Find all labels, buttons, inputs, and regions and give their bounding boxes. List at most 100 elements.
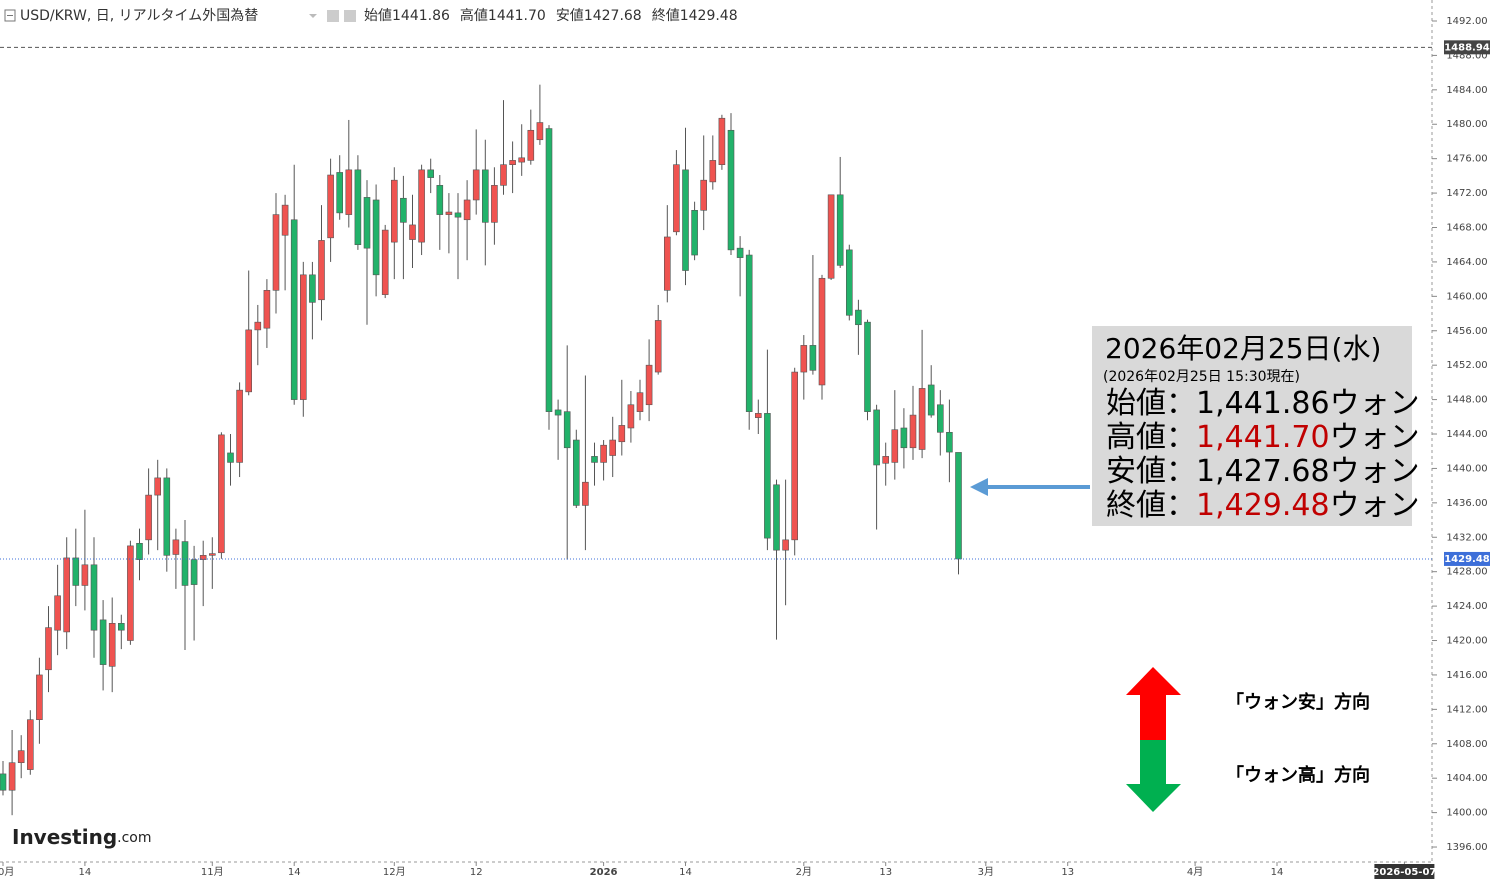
info-box [1092,326,1412,526]
y-tick-label: 1492.00 [1446,16,1487,27]
price-label: 1488.94 [1444,42,1490,53]
info-note: (2026年02月25日 15:30現在) [1103,369,1300,385]
info-value: 1,427.68 [1196,454,1330,489]
candle-body [855,309,862,326]
candle-body [609,439,617,456]
ohlc-value: 1427.68 [584,8,642,24]
candle-body [736,247,744,258]
candle-body [481,169,489,223]
x-tick-label: 14 [79,867,92,878]
x-tick-label: 12月 [383,866,406,878]
candle-body [26,719,34,770]
candle-body [63,557,71,633]
x-tick-label: 13 [1061,867,1074,878]
x-tick-label: 14 [1271,867,1284,878]
candle-body [409,224,416,240]
candle-body [36,674,43,720]
candle-body [891,429,899,463]
price-label-bg [1444,551,1490,566]
y-tick-label: 1416.00 [1446,670,1487,681]
candle-body [827,194,835,279]
y-tick-label: 1408.00 [1446,739,1487,750]
y-tick-label: 1464.00 [1446,257,1487,268]
candle-body [845,249,853,316]
candle-body [181,541,189,586]
candle-body [946,431,953,453]
candle-body [281,204,289,236]
candle-body [299,274,307,400]
candle-body [563,411,571,449]
x-tick-label: 13 [879,867,892,878]
y-tick-label: 1428.00 [1446,567,1487,578]
candle-body [536,122,544,141]
y-tick-label: 1468.00 [1446,223,1487,234]
y-tick-label: 1448.00 [1446,395,1487,406]
x-tick-label: 14 [679,867,692,878]
logo: Investing.com [12,825,152,849]
info-date: 2026年02月25日(水) [1105,332,1381,365]
collapse-icon[interactable] [4,9,16,22]
price-label-bg [1444,40,1490,55]
x-tick-label: 2月 [796,866,812,878]
candle-body [754,413,762,418]
candle-body [45,627,52,671]
candle-body [236,389,243,463]
y-tick-label: 1400.00 [1446,808,1487,819]
y-tick-label: 1476.00 [1446,154,1487,165]
ohlc-item: 始値1441.86 [364,8,450,24]
dropdown-icon[interactable] [309,14,317,18]
candle-body [400,197,407,223]
candle-body [636,392,644,412]
candle-body [900,427,908,449]
ohlc-label: 高値 [460,7,488,24]
candle-body [427,169,435,178]
ohlc-label: 始値 [364,8,392,24]
candle-body [390,179,398,243]
up-arrow [1126,667,1181,740]
candle-body [172,539,180,555]
candle-body [363,197,371,249]
candle-body [791,371,799,541]
info-label: 始値： [1106,386,1196,421]
candle-body [245,329,252,393]
candle-body [8,762,16,791]
candle-body [591,456,598,463]
logo-name: Investing [12,825,117,849]
up-label: 「ウォン安」方向 [1226,691,1370,713]
info-rows: 始値：1,441.86ウォン高値：1,441.70ウォン安値：1,427.68ウ… [1106,386,1420,523]
candle-body [955,452,962,560]
candle-body [600,444,607,463]
candle-body [936,404,944,433]
info-unit: ウォン [1330,386,1420,421]
candle-body [572,439,580,506]
candle-body [682,169,689,271]
y-tick-label: 1484.00 [1446,85,1487,96]
candle-body [99,619,107,665]
candle-body [227,452,234,463]
pointer-arrow-head [970,478,988,496]
candle-body [582,481,589,506]
candle-body [500,164,507,186]
settings-icon[interactable] [327,10,339,22]
candle-body [627,404,635,429]
info-unit: ウォン [1330,454,1420,489]
info-label: 終値： [1106,488,1196,523]
candle-body [372,199,380,276]
candle-body [81,564,89,586]
candle-body [454,212,462,218]
info-unit: ウォン [1330,420,1420,455]
candle-body [491,185,498,223]
candles [0,84,962,816]
candle-body [90,564,98,631]
candle-body [918,388,926,450]
logo-suffix: .com [117,830,151,846]
x-cursor-label-bg [1374,864,1435,879]
close-icon[interactable] [344,10,356,22]
candle-body [54,595,61,631]
candle-body [745,254,753,412]
x-tick-label: 3月 [978,866,994,878]
candle-body [700,179,708,211]
ohlc-label: 終値 [652,8,680,24]
